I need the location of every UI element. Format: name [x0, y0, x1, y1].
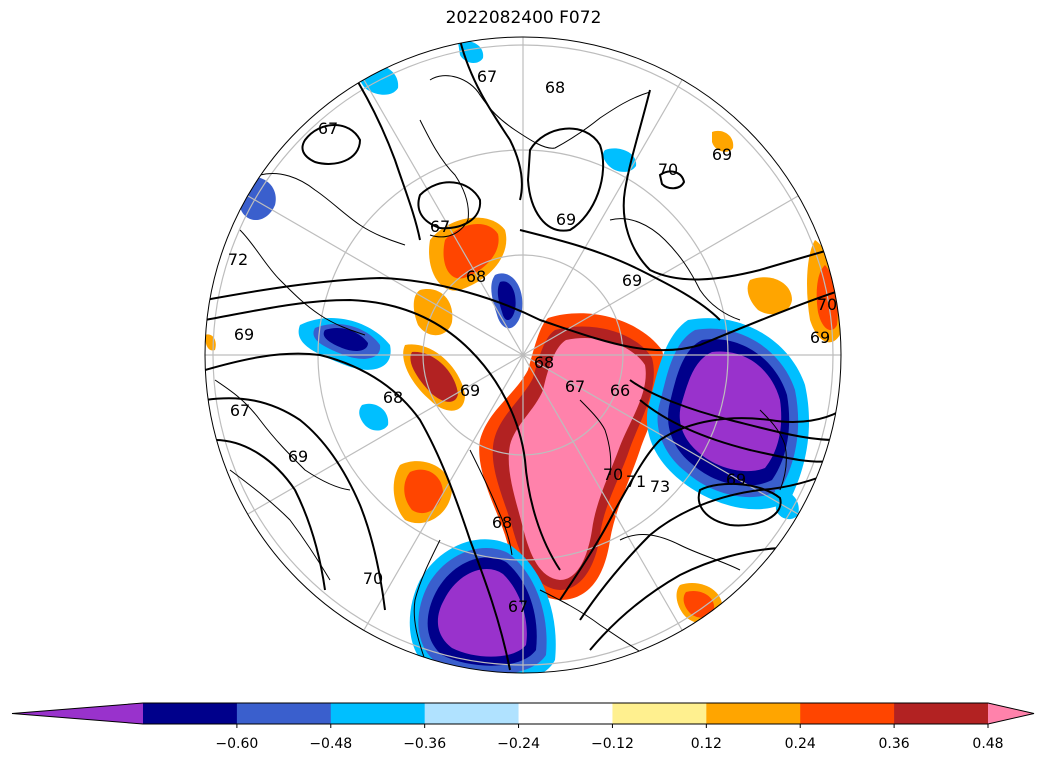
- contour-label: 67: [230, 401, 250, 420]
- polar-map: 67 68 67 70 69 67 69 68 69 72 69 68 69 6…: [204, 36, 842, 674]
- contour-label: 70: [603, 465, 623, 484]
- colorbar-tick-label: −0.12: [591, 736, 634, 752]
- colorbar-segment: [894, 703, 989, 724]
- colorbar-tick-label: −0.24: [497, 736, 540, 752]
- contour-label: 68: [545, 78, 565, 97]
- colorbar-segment: [143, 703, 238, 724]
- colorbar-segment: [706, 703, 801, 724]
- colorbar-segment: [330, 703, 426, 724]
- contour-labels: 67 68 67 70 69 67 69 68 69 72 69 68 69 6…: [228, 67, 837, 616]
- contour-label: 67: [565, 377, 585, 396]
- contour-label: 67: [477, 67, 497, 86]
- contour-label: 69: [810, 328, 830, 347]
- height-contours: [205, 39, 841, 671]
- contour-label: 69: [556, 210, 576, 229]
- contour-label: 70: [817, 295, 837, 314]
- contour-label: 67: [508, 597, 528, 616]
- colorbar-segment: [518, 703, 613, 724]
- colorbar-outline: [11, 702, 1035, 725]
- contour-label: 71: [626, 472, 646, 491]
- colorbar-segment: [236, 703, 332, 724]
- contour-label: 66: [610, 381, 630, 400]
- colorbar-segment: [424, 703, 520, 724]
- contour-label: 68: [492, 513, 512, 532]
- colorbar-segment: [612, 703, 707, 724]
- contour-label: 70: [363, 569, 383, 588]
- contour-label: 67: [318, 119, 338, 138]
- graticule: [205, 37, 841, 673]
- contour-label: 72: [228, 250, 248, 269]
- colorbar-tick-label: 0.12: [691, 736, 722, 752]
- contour-label: 73: [650, 477, 670, 496]
- contour-label: 69: [712, 145, 732, 164]
- contour-label: 69: [234, 325, 254, 344]
- contour-label: 69: [288, 447, 308, 466]
- colorbar-tick-label: 0.24: [785, 736, 816, 752]
- contour-label: 69: [622, 271, 642, 290]
- contour-label: 69: [726, 470, 746, 489]
- contour-label: 68: [534, 353, 554, 372]
- colorbar-tick-label: 0.36: [879, 736, 910, 752]
- map-boundary: [204, 36, 842, 674]
- contour-label: 69: [460, 381, 480, 400]
- map-title: 2022082400 F072: [445, 8, 602, 28]
- colorbar-tick-label: −0.60: [215, 736, 258, 752]
- colorbar-tick-label: −0.36: [403, 736, 446, 752]
- colorbar-tick-label: −0.48: [309, 736, 352, 752]
- colorbar-extend-high: [988, 703, 1034, 724]
- colorbar-tick-label: 0.48: [972, 736, 1003, 752]
- contour-label: 67: [430, 217, 450, 236]
- contour-label: 70: [658, 160, 678, 179]
- colorbar-extend-low: [12, 703, 143, 724]
- colorbar-segment: [800, 703, 895, 724]
- contour-label: 68: [466, 267, 486, 286]
- contour-label: 68: [383, 388, 403, 407]
